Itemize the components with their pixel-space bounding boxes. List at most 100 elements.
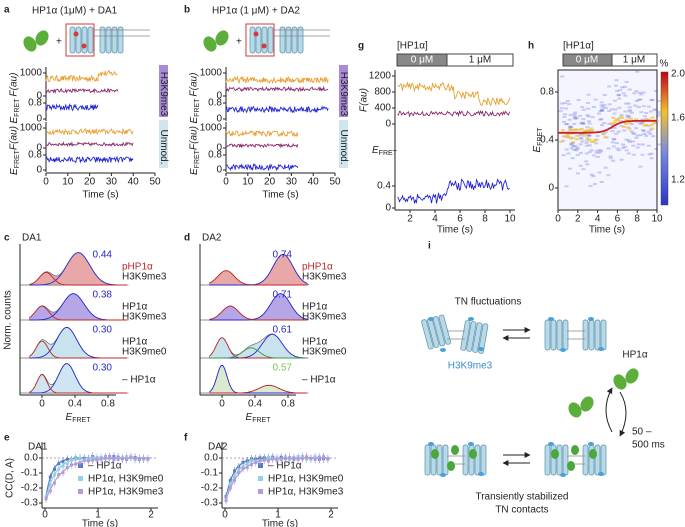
disc	[588, 319, 595, 351]
trace	[45, 127, 134, 136]
histogram	[29, 363, 129, 394]
heatmap-cell	[578, 164, 583, 167]
heatmap-cell	[623, 110, 628, 113]
efret-sub: FRET	[14, 98, 21, 117]
data-point	[283, 456, 287, 460]
tick-label: 1	[275, 510, 281, 521]
heatmap-cell	[623, 145, 628, 148]
heatmap-cell	[603, 166, 608, 169]
data-point	[78, 461, 82, 465]
heatmap-cell	[587, 138, 592, 141]
tick-label: 0.8	[28, 98, 42, 109]
tick-label: 50	[149, 177, 161, 188]
heatmap-cell	[644, 112, 649, 115]
disc	[424, 444, 431, 476]
data-point	[116, 457, 120, 461]
axis-label: Time (s)	[82, 190, 118, 201]
axis-label: F(au)	[9, 126, 20, 150]
efret-main: E	[9, 168, 20, 175]
fit-component	[209, 270, 307, 286]
condition-label: HP1α	[122, 302, 147, 313]
histogram	[209, 293, 309, 321]
concentration-value: 1 μM	[469, 55, 491, 66]
trace	[397, 178, 510, 205]
legend-entry: HP1α, H3K9me3	[268, 487, 344, 498]
heatmap-cell	[654, 147, 659, 150]
data-point	[241, 467, 245, 471]
data-point	[99, 457, 103, 461]
heatmap-cell	[638, 122, 643, 125]
heatmap-cell	[604, 106, 609, 109]
data-point	[305, 455, 309, 459]
heatmap-cell	[584, 139, 589, 142]
heatmap-cell	[642, 132, 647, 135]
tick-label: -0.2	[21, 483, 39, 494]
heatmap-cell	[614, 142, 619, 145]
condition-label: – HP1α	[122, 375, 156, 386]
data-point	[91, 458, 95, 462]
tick-label: 400	[374, 103, 391, 114]
disc	[75, 26, 82, 54]
heatmap-cell	[634, 99, 639, 102]
h3k9me3-tail	[560, 473, 566, 477]
heatmap-cell	[641, 91, 646, 94]
condition-label: HP1α	[302, 302, 327, 313]
data-point	[237, 471, 241, 475]
efret-sub: FRET	[194, 98, 201, 117]
heatmap-cell	[631, 140, 636, 143]
heatmap-cell	[582, 134, 587, 137]
heatmap-cell	[622, 125, 627, 128]
heatmap-cell	[586, 107, 591, 110]
axis-label: F(au)	[359, 88, 370, 112]
fit-component	[29, 340, 127, 359]
heatmap-cell	[634, 90, 639, 93]
h3k9me3-tail	[468, 442, 474, 446]
heatmap-cell	[611, 116, 616, 119]
heatmap-cell	[587, 134, 592, 137]
heatmap-cell	[571, 141, 576, 144]
data-point	[292, 456, 296, 460]
condition-label: H3K9me3	[302, 312, 347, 323]
tick-label: 10	[504, 214, 516, 225]
h3k9me3-tail	[598, 347, 604, 351]
heatmap-cell	[611, 159, 616, 162]
tick-label: 0	[219, 399, 225, 410]
heatmap-cell	[627, 88, 632, 91]
data-point	[82, 458, 86, 462]
heatmap-cell	[577, 134, 582, 137]
heatmap-cell	[592, 183, 597, 186]
concentration-value: 0 μM	[576, 55, 598, 66]
heatmap-cell	[627, 122, 632, 125]
heatmap-cell	[593, 139, 598, 142]
heatmap-cell	[627, 109, 632, 112]
data-point	[317, 456, 321, 460]
heatmap-cell	[631, 153, 636, 156]
heatmap-cell	[579, 132, 584, 135]
heatmap-cell	[616, 130, 621, 133]
fit-component	[29, 271, 127, 286]
data-point	[228, 486, 232, 490]
heatmap-cell	[585, 163, 590, 166]
heatmap-cell	[591, 175, 596, 178]
heatmap-cell	[578, 152, 583, 155]
heatmap-cell	[559, 107, 564, 110]
data-point	[53, 481, 57, 485]
tick-label: 0	[385, 119, 391, 130]
tick-label: 1200	[369, 71, 392, 82]
binding-arrow	[619, 391, 627, 437]
data-point	[224, 499, 228, 503]
disc	[582, 319, 589, 351]
fit-component	[209, 365, 307, 394]
condition-label: H3K9me3	[122, 272, 167, 283]
heatmap-cell	[597, 171, 602, 174]
heatmap-cell	[627, 140, 632, 143]
peak-value: 0.38	[93, 290, 113, 301]
heatmap-cell	[634, 136, 639, 139]
condition-tag-label: Unmod.	[158, 129, 169, 164]
disc	[472, 322, 483, 353]
hp1-bound	[469, 449, 477, 459]
heatmap-cell	[622, 129, 627, 132]
heatmap-bg	[557, 69, 658, 211]
heatmap-cell	[619, 120, 624, 123]
efret-label: EFRET	[189, 98, 201, 124]
